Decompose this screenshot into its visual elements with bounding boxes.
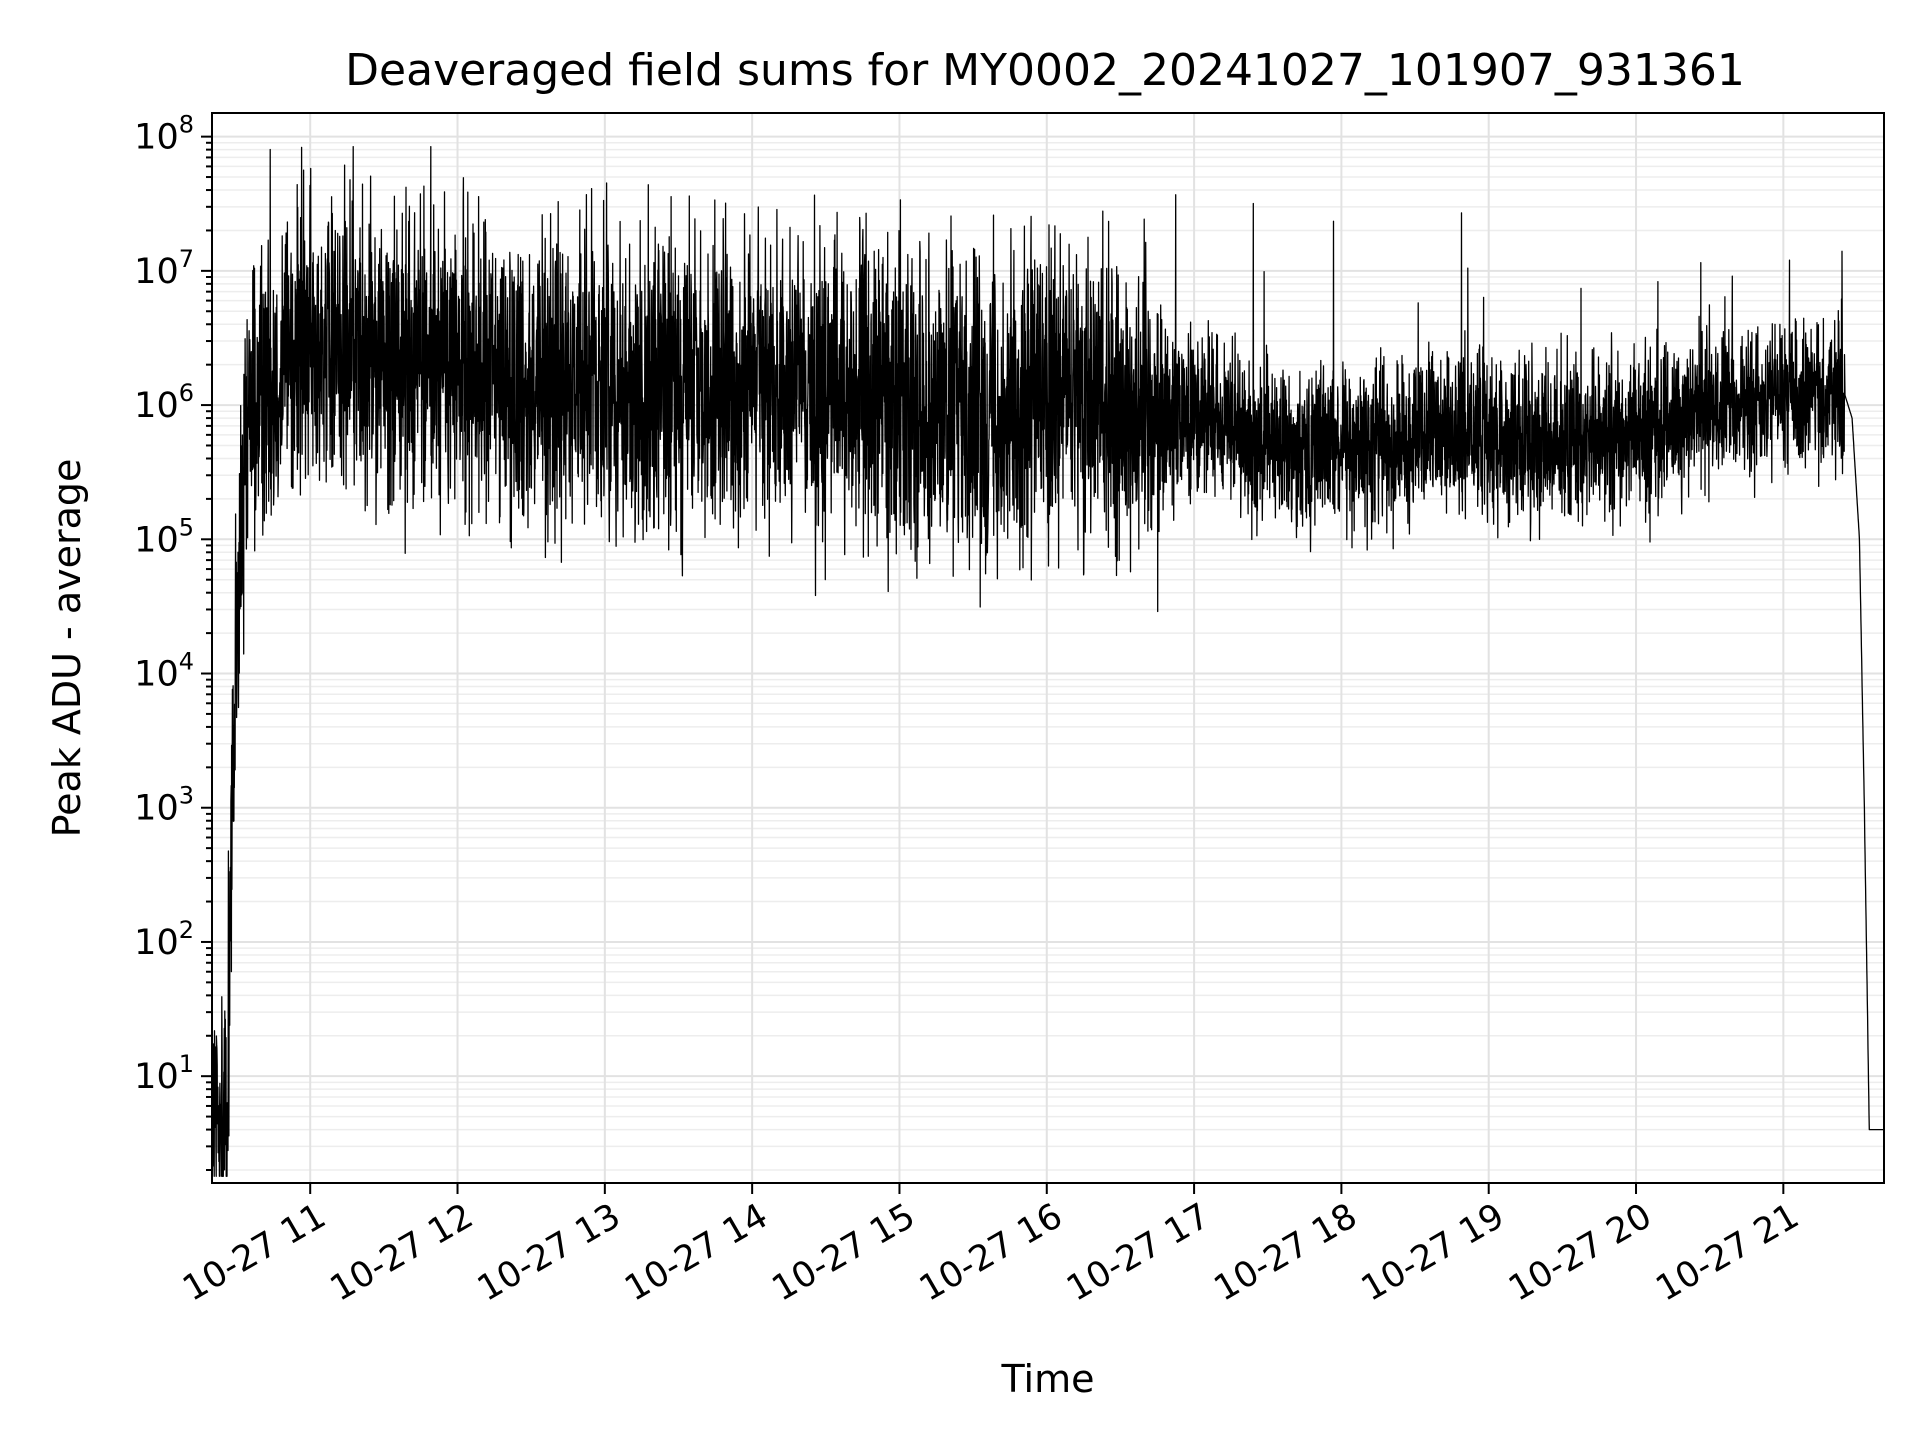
y-axis-label: Peak ADU - average bbox=[45, 459, 89, 838]
plot-frame bbox=[211, 112, 1885, 1184]
y-tick-label: 102 bbox=[134, 916, 194, 963]
x-tick-label: 10-27 18 bbox=[1208, 1196, 1364, 1309]
x-tick-label: 10-27 14 bbox=[618, 1196, 774, 1309]
x-tick-label: 10-27 11 bbox=[176, 1196, 332, 1309]
y-axis: 101 102 103 104 105 106 107 108 bbox=[134, 111, 212, 1171]
y-tick-label: 107 bbox=[134, 245, 194, 292]
y-tick-label: 101 bbox=[134, 1050, 194, 1097]
x-tick-label: 10-27 13 bbox=[471, 1196, 627, 1309]
x-tick-label: 10-27 17 bbox=[1060, 1196, 1216, 1309]
x-axis-label: Time bbox=[1001, 1357, 1095, 1401]
y-tick-label: 108 bbox=[134, 111, 194, 158]
y-tick-label: 103 bbox=[134, 782, 194, 829]
chart-title: Deaveraged field sums for MY0002_2024102… bbox=[345, 45, 1745, 96]
y-tick-label: 104 bbox=[134, 648, 194, 695]
y-tick-label: 105 bbox=[134, 513, 194, 560]
y-tick-label: 106 bbox=[134, 379, 194, 426]
grid bbox=[212, 113, 1884, 1183]
x-tick-label: 10-27 20 bbox=[1502, 1196, 1658, 1309]
x-tick-label: 10-27 16 bbox=[913, 1196, 1069, 1309]
x-tick-label: 10-27 19 bbox=[1355, 1196, 1511, 1309]
series-line bbox=[211, 145, 1885, 1177]
x-tick-label: 10-27 15 bbox=[766, 1196, 922, 1309]
x-tick-label: 10-27 12 bbox=[324, 1196, 480, 1309]
x-tick-label: 10-27 21 bbox=[1650, 1196, 1806, 1309]
